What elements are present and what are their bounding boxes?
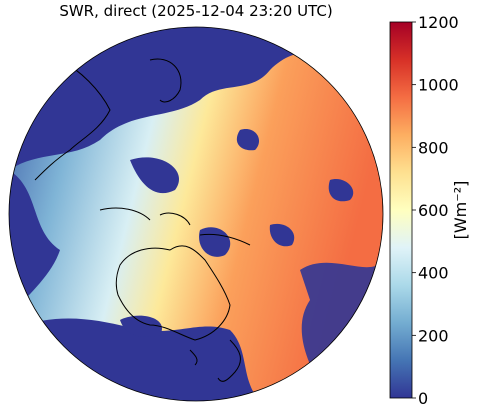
title: SWR, direct (2025-12-04 23:20 UTC): [59, 2, 332, 20]
colorbar: [389, 21, 413, 399]
colorbar-ticks: 0 200 400 600 800 1000 1200: [412, 13, 459, 408]
colorbar-tick-label: 1000: [418, 76, 459, 95]
colorbar-tick-label: 600: [418, 201, 449, 220]
coastlines: [34, 58, 251, 382]
map: [9, 27, 383, 401]
colorbar-label: [Wm⁻²]: [451, 181, 470, 240]
globe-outline: [8, 26, 384, 402]
colorbar-tick-label: 200: [418, 326, 449, 345]
colorbar-tick-label: 0: [418, 389, 428, 408]
colorbar-tick-label: 1200: [418, 13, 459, 32]
colorbar-tick-label: 800: [418, 138, 449, 157]
colorbar-tick-label: 400: [418, 264, 449, 283]
